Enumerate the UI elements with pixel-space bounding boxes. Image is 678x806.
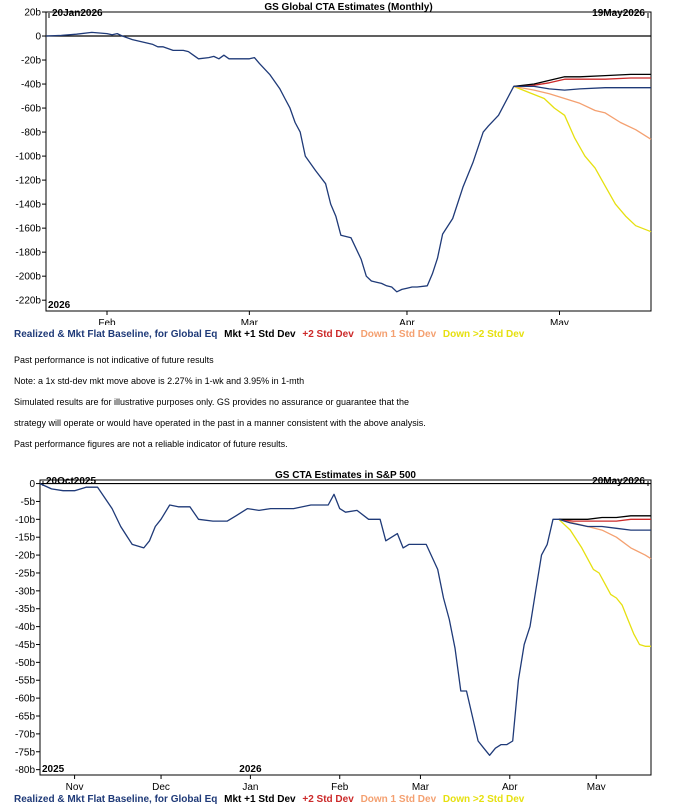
y-tick-label: -220b	[15, 296, 41, 307]
y-tick-label: -25b	[15, 568, 35, 579]
y-tick-label: -80b	[21, 128, 41, 139]
year-mid-label: 2026	[239, 764, 262, 775]
plot-frame	[45, 11, 652, 312]
series-line-down-2-std-dev	[558, 518, 651, 647]
start-date-label: 20Jan2026	[52, 8, 103, 19]
y-tick-label: -30b	[15, 586, 35, 597]
legend-up2: +2 Std Dev	[302, 329, 354, 340]
y-tick-label: -60b	[15, 694, 35, 705]
chart1-legend: Realized & Mkt Flat Baseline, for Global…	[14, 329, 528, 340]
y-tick-label: 0	[35, 32, 41, 43]
legend-down2: Down >2 Std Dev	[442, 329, 525, 340]
legend-baseline: Realized & Mkt Flat Baseline, for Global…	[14, 329, 218, 340]
x-tick-label: Apr	[399, 318, 415, 325]
note-line: Past performance figures are not a relia…	[14, 439, 288, 449]
legend-down1: Down 1 Std Dev	[360, 329, 437, 340]
legend-up1: Mkt +1 Std Dev	[224, 794, 296, 805]
y-tick-label: -70b	[15, 729, 35, 740]
y-tick-label: -40b	[15, 622, 35, 633]
y-tick-label: -80b	[15, 765, 35, 776]
x-tick-label: Dec	[152, 782, 170, 790]
note-line: strategy will operate or would have oper…	[14, 418, 426, 428]
y-tick-label: -20b	[15, 551, 35, 562]
y-tick-label: -75b	[15, 747, 35, 758]
y-tick-label: -160b	[15, 224, 41, 235]
legend-down1: Down 1 Std Dev	[360, 794, 437, 805]
y-tick-label: -35b	[15, 604, 35, 615]
y-tick-label: -140b	[15, 200, 41, 211]
end-date-label: 20May2026	[592, 476, 645, 487]
y-tick-label: 20b	[24, 8, 41, 19]
y-tick-label: -100b	[15, 152, 41, 163]
x-tick-label: Jan	[242, 782, 258, 790]
x-tick-label: Feb	[98, 318, 116, 325]
x-tick-label: Mar	[412, 782, 430, 790]
legend-up2: +2 Std Dev	[302, 794, 354, 805]
chart2-legend: Realized & Mkt Flat Baseline, for Global…	[14, 794, 528, 805]
y-tick-label: -10b	[15, 515, 35, 526]
series-line-realized-mkt-flat-baseline-for-global-eq	[45, 31, 651, 293]
plot-frame	[39, 479, 652, 776]
legend-down2: Down >2 Std Dev	[442, 794, 525, 805]
y-tick-label: -60b	[21, 104, 41, 115]
start-date-label: 20Oct2025	[46, 476, 96, 487]
y-tick-label: -5b	[21, 497, 36, 508]
x-tick-label: Apr	[502, 782, 518, 790]
chart-title: GS Global CTA Estimates (Monthly)	[264, 2, 432, 13]
x-tick-label: Feb	[331, 782, 349, 790]
y-tick-label: -40b	[21, 80, 41, 91]
series-line-down-2-std-dev	[513, 85, 652, 233]
note-line: Note: a 1x std-dev mkt move above is 2.2…	[14, 376, 305, 386]
note-line: Simulated results are for illustrative p…	[14, 397, 410, 407]
series-line--2-std-dev	[558, 518, 651, 522]
legend-baseline: Realized & Mkt Flat Baseline, for Global…	[14, 794, 218, 805]
x-tick-label: May	[550, 318, 569, 325]
y-tick-label: -50b	[15, 658, 35, 669]
global-cta-chart: GS Global CTA Estimates (Monthly) 20Jan20…	[15, 2, 652, 325]
x-tick-label: May	[587, 782, 606, 790]
series-line-mkt-1-std-dev	[513, 73, 651, 88]
note-line: Past performance is not indicative of fu…	[14, 355, 214, 365]
x-tick-label: Mar	[241, 318, 259, 325]
y-tick-label: -200b	[15, 272, 41, 283]
series-line--2-std-dev	[513, 77, 651, 88]
series-line-mkt-1-std-dev	[558, 515, 651, 520]
sp500-cta-chart: GS CTA Estimates in S&P 500 20Oct2025 20Ma…	[15, 470, 652, 790]
chart-title: GS CTA Estimates in S&P 500	[275, 470, 416, 481]
disclaimer-notes: Past performance is not indicative of fu…	[14, 350, 426, 455]
x-tick-label: Nov	[66, 782, 84, 790]
legend-up1: Mkt +1 Std Dev	[224, 329, 296, 340]
year-label: 2026	[48, 300, 71, 311]
series-line-down-1-std-dev	[513, 85, 652, 140]
y-tick-label: -55b	[15, 676, 35, 687]
y-tick-label: -20b	[21, 56, 41, 67]
series-line-realized-mkt-flat-baseline-for-global-eq	[39, 483, 651, 756]
y-tick-label: -15b	[15, 533, 35, 544]
end-date-label: 19May2026	[592, 8, 645, 19]
y-tick-label: -180b	[15, 248, 41, 259]
y-tick-label: -65b	[15, 712, 35, 723]
y-tick-label: -45b	[15, 640, 35, 651]
y-tick-label: 0	[29, 479, 35, 490]
year-start-label: 2025	[42, 764, 65, 775]
y-tick-label: -120b	[15, 176, 41, 187]
